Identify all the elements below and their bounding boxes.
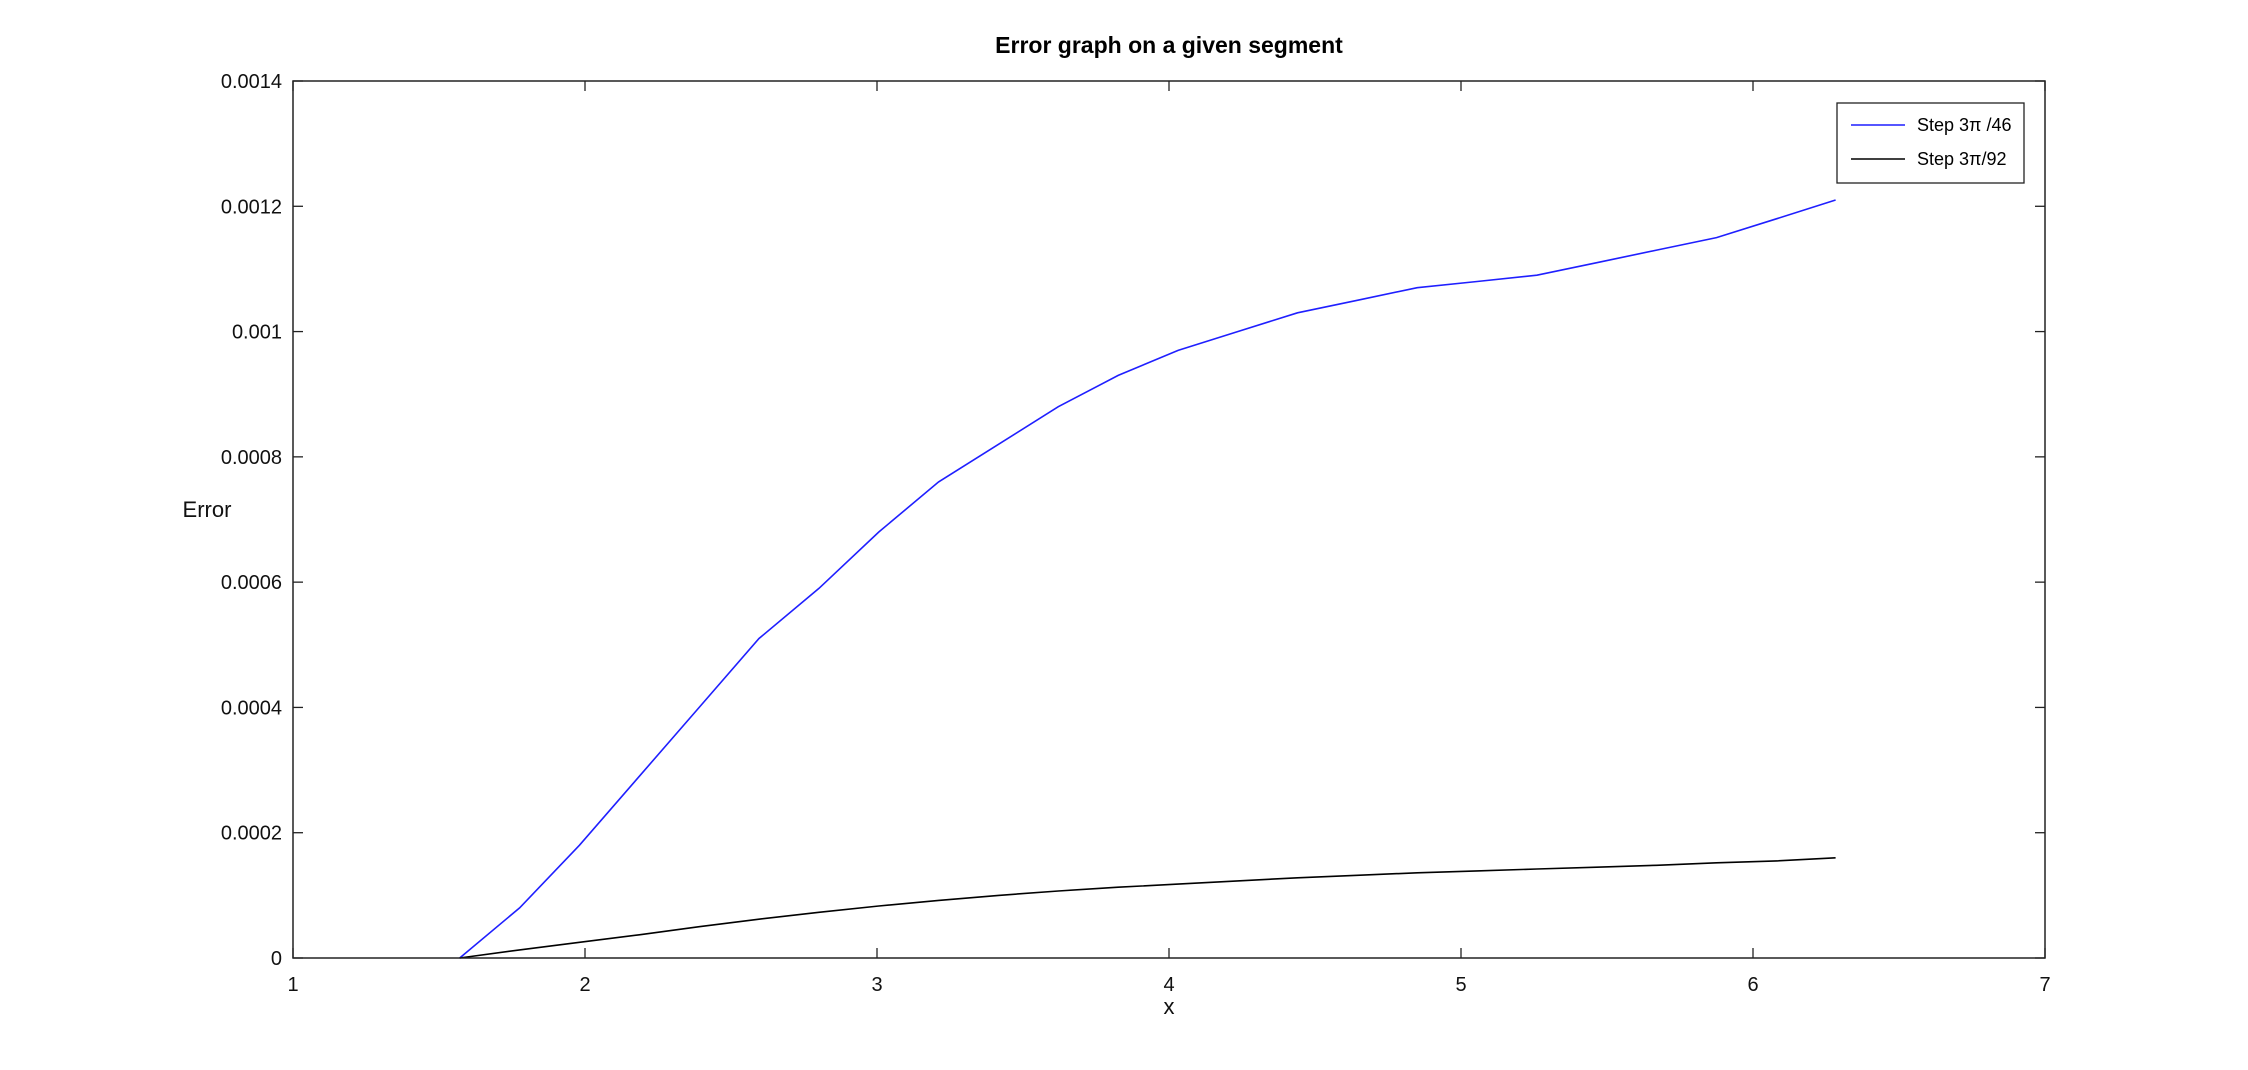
y-tick-label: 0.001 — [232, 322, 282, 344]
x-tick-label: 4 — [1163, 974, 1174, 996]
y-tick-label: 0.0012 — [221, 196, 282, 218]
legend: Step 3π /46 Step 3π/92 — [1836, 102, 2025, 184]
x-tick-label: 5 — [1455, 974, 1466, 996]
legend-box — [1836, 102, 2025, 184]
y-axis-label: Error — [183, 497, 232, 522]
y-tick-label: 0.0008 — [221, 447, 282, 469]
x-tick-label: 6 — [1747, 974, 1758, 996]
series-line-1 — [459, 199, 1836, 959]
legend-label-1: Step 3π /46 — [1917, 115, 2011, 135]
x-tick-label: 2 — [579, 974, 590, 996]
x-axis-label: x — [1164, 994, 1175, 1019]
y-tick-label: 0 — [271, 948, 282, 970]
series-line-2 — [459, 857, 1836, 959]
y-tick-label: 0.0006 — [221, 572, 282, 594]
y-tick-label: 0.0004 — [221, 697, 282, 719]
y-tick-label: 0.0002 — [221, 823, 282, 845]
x-tick-label: 1 — [287, 974, 298, 996]
chart-title: Error graph on a given segment — [995, 32, 1343, 58]
legend-label-2: Step 3π/92 — [1917, 149, 2006, 169]
x-tick-label: 3 — [871, 974, 882, 996]
x-tick-label: 7 — [2039, 974, 2050, 996]
y-tick-label: 0.0014 — [221, 71, 282, 93]
